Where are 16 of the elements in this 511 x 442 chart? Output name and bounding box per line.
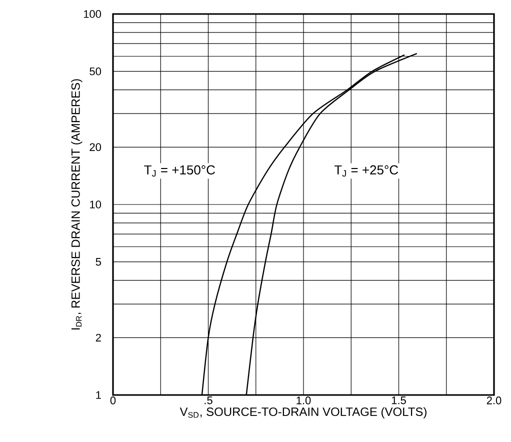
y-tick-label: 100 [84,10,102,18]
y-tick-label: 50 [90,67,102,76]
annotation: T$_{J}$ = +150°C [144,165,216,177]
x-tick-label: 1.0 [296,396,311,404]
x-axis-title: V$_{SD}$, SOURCE-TO-DRAIN VOLTAGE (VOLTS) [180,407,426,418]
x-tick-label: 0 [110,396,116,404]
y-tick-label: 2 [96,334,101,342]
annotation: T$_{J}$ = +25°C [334,165,398,177]
y-tick-label: 20 [90,143,102,152]
y-tick-label: 1 [96,391,101,399]
y-axis-title: I$_{DR}$, REVERSE DRAIN CURRENT (AMPERES) [71,79,82,330]
x-tick-label: 1.5 [392,396,406,404]
y-tick-label: 10 [90,200,102,208]
x-tick-label: 2.0 [486,396,502,404]
y-tick-label: 5 [96,258,101,266]
x-tick-label: .5 [204,396,212,404]
